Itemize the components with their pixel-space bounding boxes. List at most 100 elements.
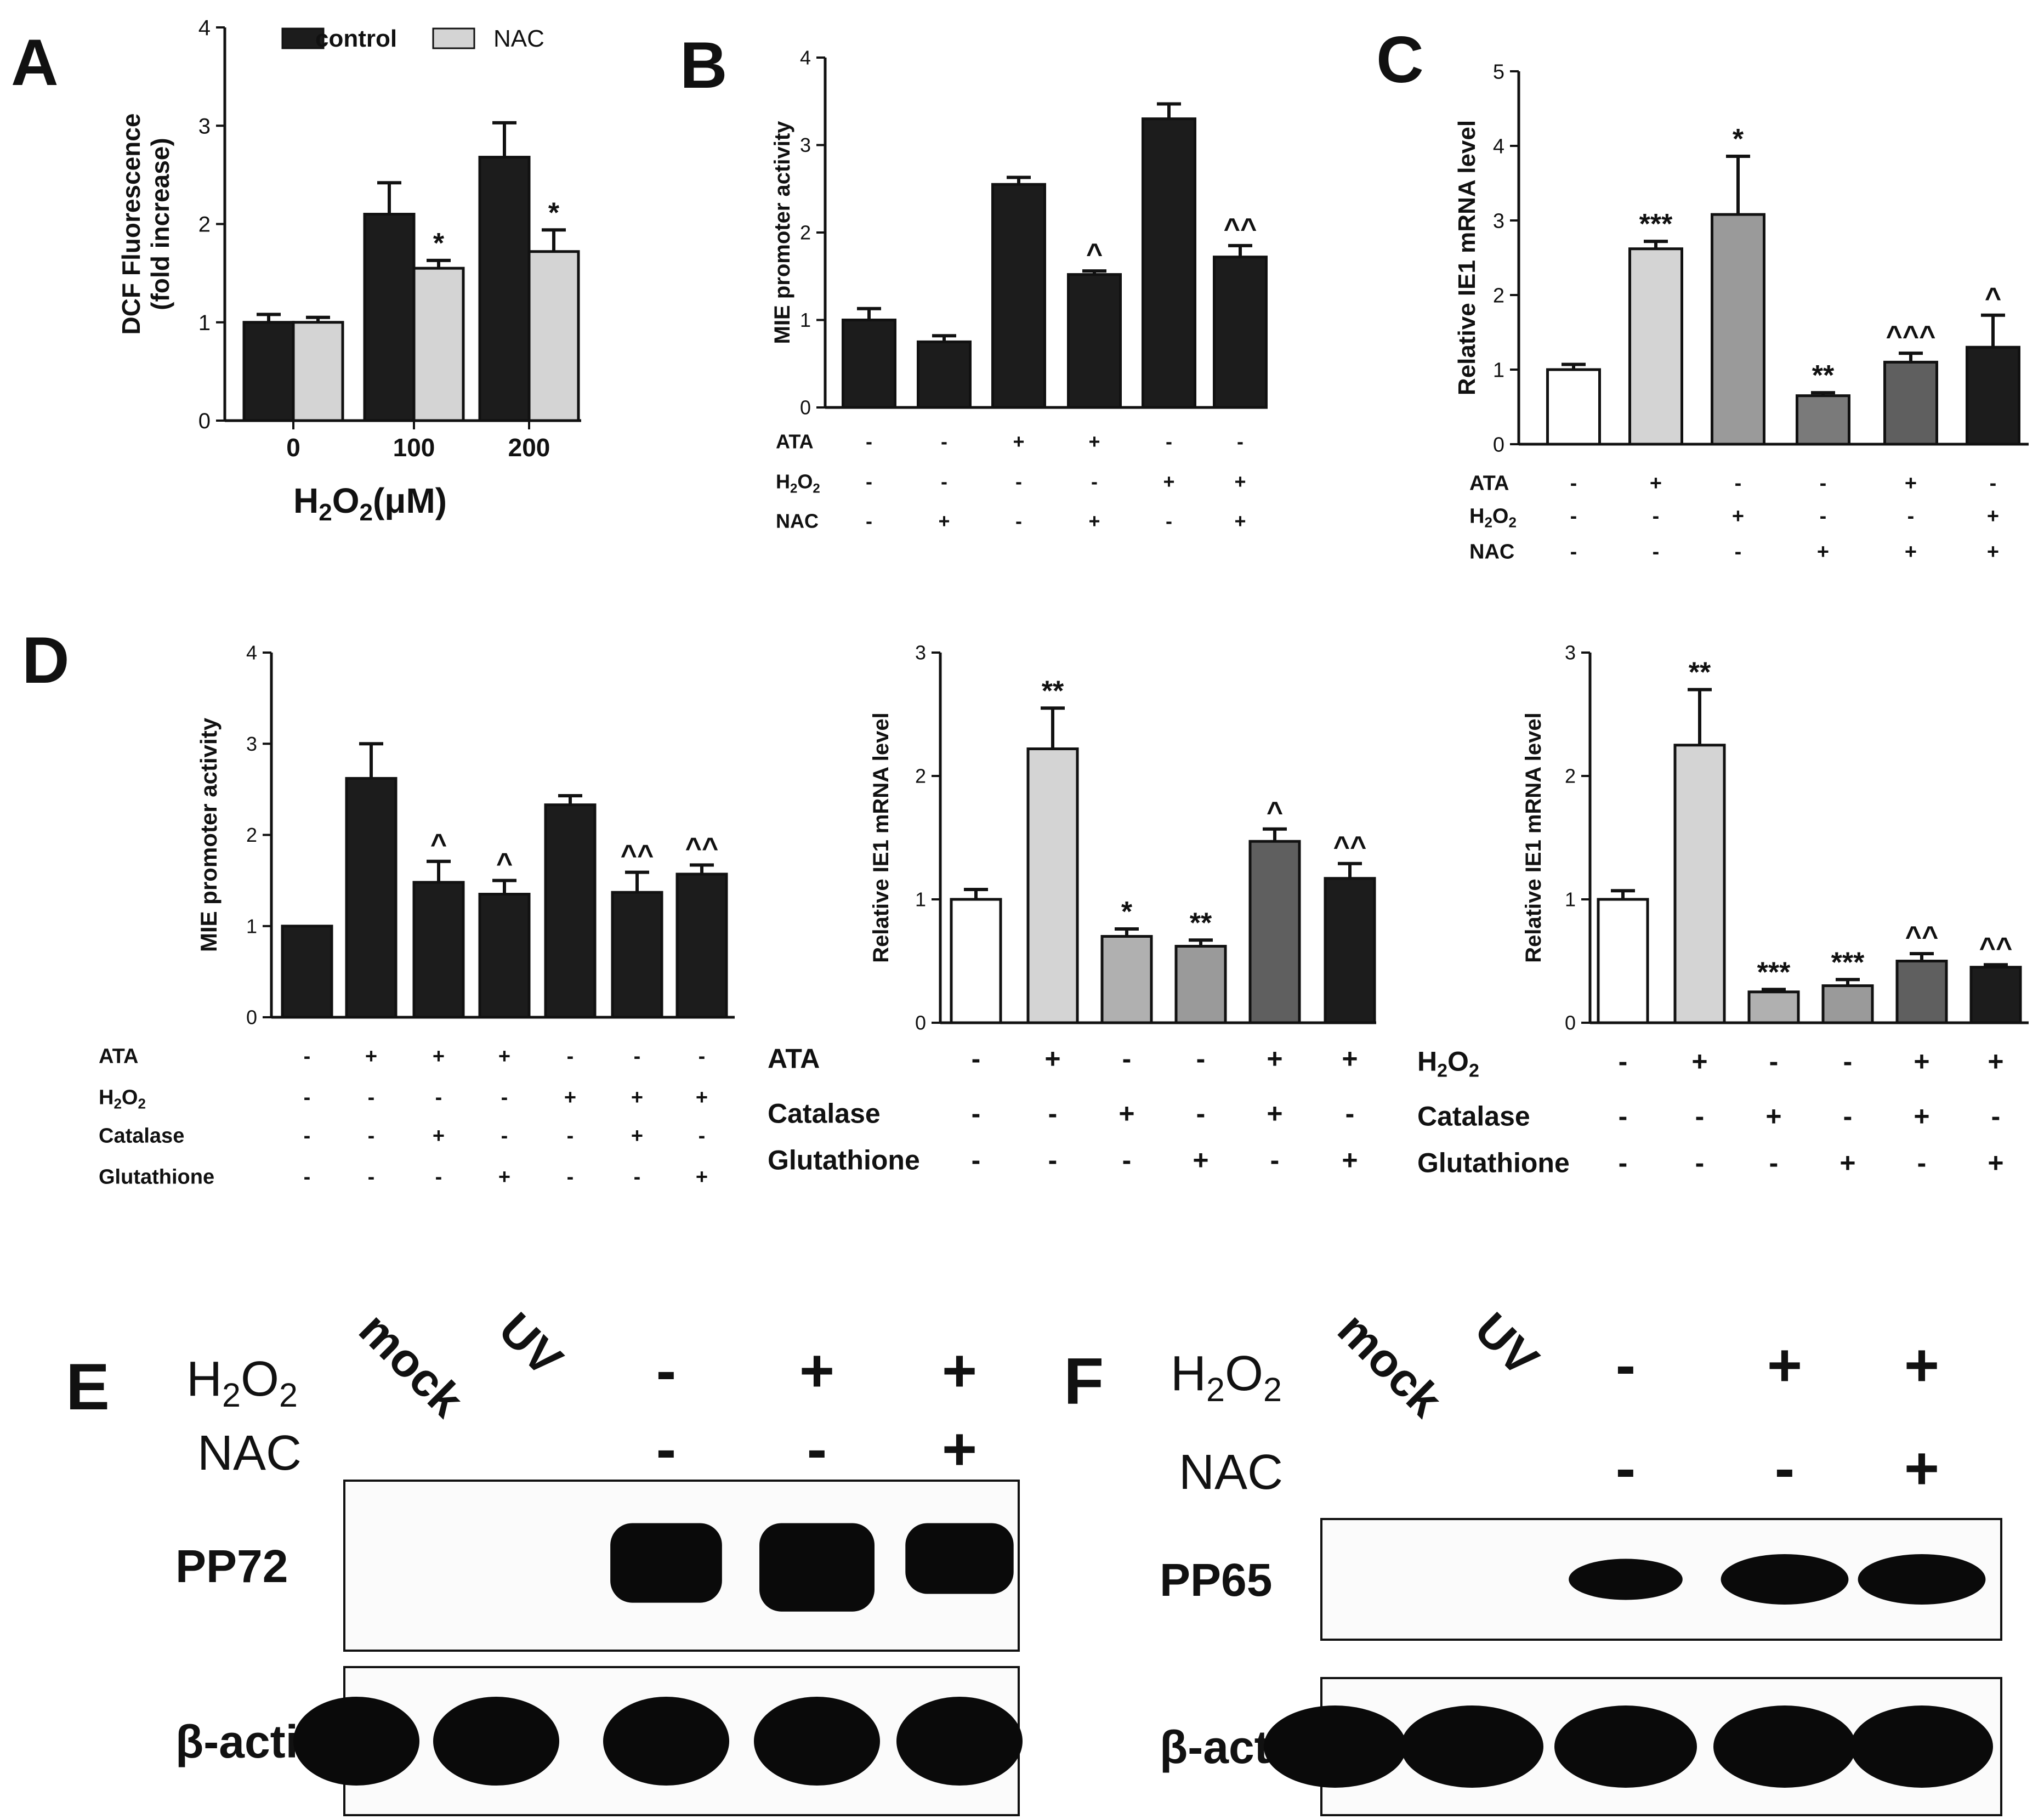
condition-sign: - [1653, 540, 1660, 563]
condition-sign: - [1570, 472, 1577, 495]
condition-sign: + [1267, 1098, 1282, 1129]
condition-sign: - [866, 471, 872, 493]
condition-sign: + [1987, 540, 1999, 563]
condition-sign: + [1118, 1098, 1134, 1129]
bar [1026, 747, 1079, 1024]
condition-sign: - [368, 1086, 375, 1109]
significance-mark: ^ [430, 829, 447, 860]
y-tick-label: 4 [1493, 135, 1504, 158]
condition-sign: - [1122, 1145, 1132, 1176]
loading-band [1850, 1705, 1993, 1788]
nac-sign: - [807, 1415, 827, 1483]
loading-band [1554, 1705, 1697, 1788]
h2o2-sign: + [942, 1337, 977, 1404]
nac-sign: - [656, 1415, 677, 1483]
chart-a: 0 1 2 3 4 DCF Fluorescence (fold increase) * * 0 1… [117, 16, 581, 462]
condition-sign: - [501, 1086, 508, 1109]
condition-sign: - [1695, 1148, 1705, 1178]
y-tick-label: 0 [800, 396, 811, 419]
lane-label: mock [1328, 1303, 1452, 1427]
lane-label: UV [1465, 1303, 1548, 1386]
condition-sign: - [634, 1045, 641, 1068]
condition-sign: - [435, 1165, 442, 1188]
condition-sign: + [1088, 430, 1100, 453]
y-tick-label: 0 [246, 1006, 257, 1029]
condition-sign: - [1345, 1098, 1355, 1129]
target-band [610, 1523, 722, 1603]
bar [478, 893, 531, 1019]
condition-sign: - [1122, 1044, 1132, 1074]
condition-sign: - [1820, 472, 1827, 495]
condition-sign: + [1342, 1145, 1358, 1176]
condition-sign: - [1820, 505, 1827, 528]
condition-sign: + [1905, 540, 1917, 563]
y-axis-label: (fold increase) [146, 138, 174, 310]
bar [412, 881, 465, 1019]
target-label: PP72 [175, 1540, 288, 1592]
panel-label-c: C [1376, 23, 1424, 97]
bar [1821, 984, 1874, 1024]
bar [1100, 935, 1153, 1024]
bar [1248, 840, 1301, 1024]
bar [242, 321, 295, 422]
y-tick-label: 1 [246, 915, 257, 937]
loading-band [1264, 1705, 1406, 1788]
loading-band [603, 1697, 729, 1786]
condition-sign: + [1914, 1046, 1929, 1077]
y-tick-label: 3 [800, 134, 811, 156]
bar [345, 777, 398, 1019]
condition-sign: + [1234, 510, 1246, 532]
bar [1966, 345, 2020, 446]
bar [1067, 273, 1122, 409]
target-band [759, 1523, 875, 1612]
condition-sign: - [1917, 1148, 1927, 1178]
y-tick-label: 2 [915, 765, 926, 787]
significance-mark: * [548, 197, 560, 229]
condition-sign: + [1267, 1044, 1282, 1074]
significance-mark: ^^ [1979, 932, 2013, 964]
y-tick-label: 3 [198, 114, 211, 138]
condition-sign: - [501, 1124, 508, 1147]
bar [412, 267, 465, 422]
condition-sign: - [1015, 471, 1022, 493]
y-axis-label: MIE promoter activity [196, 717, 222, 952]
nac-label: NAC [1179, 1445, 1283, 1500]
bar [991, 183, 1046, 409]
condition-sign: + [1088, 510, 1100, 532]
legend-swatch-control [281, 27, 325, 49]
loading-band [1401, 1705, 1543, 1788]
bar [1673, 744, 1726, 1024]
loading-band [293, 1697, 419, 1786]
significance-mark: ^ [1267, 796, 1283, 828]
condition-sign: - [1769, 1046, 1779, 1077]
bar [675, 872, 728, 1019]
condition-label: H2O2 [1469, 505, 1517, 530]
significance-mark: ^ [1086, 238, 1103, 270]
legend-swatch-nac [432, 27, 475, 49]
condition-sign: - [1166, 430, 1172, 453]
nac-sign: + [1904, 1435, 1939, 1502]
y-tick-label: 3 [1565, 642, 1576, 664]
bar [1628, 247, 1683, 446]
lane-label: mock [349, 1303, 474, 1427]
condition-label: Catalase [99, 1124, 184, 1147]
condition-sign: - [567, 1045, 574, 1068]
bar [1324, 877, 1376, 1024]
condition-label: ATA [768, 1044, 820, 1074]
condition-sign: - [1048, 1098, 1058, 1129]
condition-label: ATA [776, 430, 814, 453]
condition-sign: - [699, 1045, 706, 1068]
significance-mark: ^ [496, 848, 513, 880]
significance-mark: ** [1190, 907, 1212, 939]
condition-sign: + [1650, 472, 1662, 495]
legend-label-control: control [315, 25, 397, 52]
y-tick-label: 2 [1565, 765, 1576, 787]
bar [527, 250, 580, 422]
condition-label: ATA [99, 1045, 138, 1068]
condition-sign: - [567, 1124, 574, 1147]
y-tick-label: 2 [1493, 284, 1504, 307]
bar [842, 319, 896, 409]
